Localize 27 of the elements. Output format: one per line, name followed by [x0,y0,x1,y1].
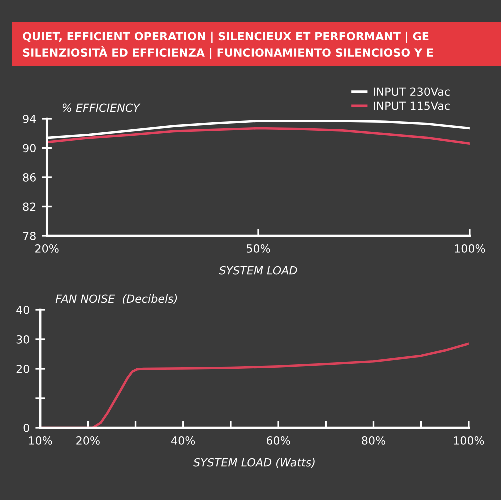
line-series [47,127,470,146]
chart-title: QUIET, EFFICIENT OPERATION | SILENCIEUX ET PERFORMANT | GE [23,32,429,44]
x-tick-label: 40% [172,436,196,445]
x-tick-label: 20% [36,244,59,253]
x-axis-title: SYSTEM LOAD [219,266,298,275]
x-tick-label: 20% [76,436,100,445]
y-tick-label: 0 [24,424,30,432]
chart-subtitle: SILENZIOSITÀ ED EFFICIENZA | FUNCIONAMIENTO SILENCIOSO Y E [23,46,434,60]
x-tick-label: 80% [362,436,386,445]
y-tick-label: 94 [23,114,36,124]
x-tick-label: 100% [455,244,486,253]
y-axis-title: FAN NOISE (Decibels) [56,294,178,304]
x-tick-label: 100% [454,436,484,445]
y-tick-label: 40 [16,306,30,314]
y-tick-label: 30 [16,335,30,344]
legend-label: INPUT 115Vac [374,102,450,110]
x-axis-title: SYSTEM LOAD (Watts) [194,458,315,468]
y-axis-title: % EFFICIENCY [62,104,141,112]
y-tick-label: 90 [23,144,36,153]
y-tick-label: 86 [23,173,36,182]
y-tick-label: 20 [16,364,30,374]
x-tick-label: 60% [266,436,290,445]
legend-label: INPUT 230Vac [374,88,450,96]
x-tick-label: 50% [247,244,270,253]
y-tick-label: 82 [23,202,36,212]
y-tick-label: 78 [23,232,36,240]
x-tick-label: 10% [29,436,52,445]
